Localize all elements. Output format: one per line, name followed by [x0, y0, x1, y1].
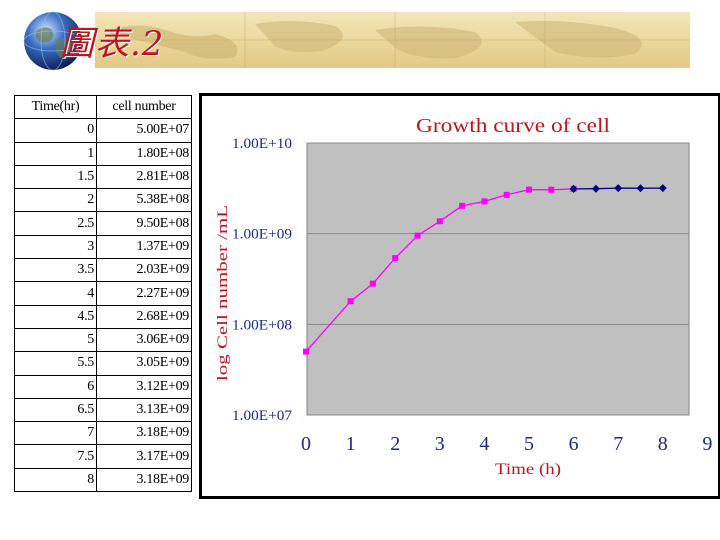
cell-count: 3.12E+09	[96, 374, 192, 399]
data-point	[658, 184, 667, 193]
table-row: 5.5 3.05E+09	[14, 351, 192, 376]
header-time: Time(hr)	[14, 94, 97, 120]
table-row: 0 5.00E+07	[14, 118, 192, 143]
data-point	[614, 184, 623, 193]
table-row: 2 5.38E+08	[14, 188, 192, 213]
series-line-0	[305, 188, 574, 353]
table-row: 6 3.12E+09	[14, 374, 192, 399]
x-tick-labels: 0 1 2 3 4 5 6 7 8 9	[301, 433, 712, 455]
y-tick-label: 1.00E+09	[232, 227, 292, 243]
data-point	[414, 232, 421, 239]
data-point	[392, 255, 399, 262]
data-point	[459, 202, 466, 209]
table-row: 1 1.80E+08	[14, 141, 192, 166]
x-axis-label: Time (h)	[495, 461, 561, 478]
cell-count: 3.18E+09	[96, 467, 192, 493]
header-cell-number: cell number	[96, 94, 192, 120]
globe-icon	[23, 11, 83, 71]
map-banner	[95, 12, 690, 68]
y-axis-label: log Cell number /mL	[215, 205, 231, 381]
slide-title: 圖表.2	[60, 24, 165, 64]
x-tick-label: 8	[658, 433, 668, 455]
cell-time: 1.5	[14, 164, 97, 190]
cell-time: 4	[14, 281, 97, 306]
x-tick-label: 9	[702, 433, 712, 455]
cell-time: 5.5	[14, 351, 97, 376]
chart-title: Growth curve of cell	[416, 115, 611, 137]
y-tick-label: 1.00E+10	[232, 136, 292, 152]
cell-count: 3.17E+09	[96, 444, 192, 469]
y-tick-labels: 1.00E+07 1.00E+08 1.00E+09 1.00E+10	[232, 136, 293, 424]
data-point	[369, 280, 376, 287]
cell-count: 2.27E+09	[96, 281, 192, 306]
data-point	[303, 348, 309, 355]
cell-count: 1.37E+09	[96, 234, 192, 260]
table-row: 6.5 3.13E+09	[14, 397, 192, 423]
table-header-row: Time(hr) cell number	[14, 94, 192, 120]
world-map-decoration	[95, 12, 690, 68]
cell-count: 2.68E+09	[96, 304, 192, 329]
chart-frame: 1.00E+07 1.00E+08 1.00E+09 1.00E+10 0 1 2 3 4 5 6…	[199, 93, 720, 499]
cell-count: 2.03E+09	[96, 258, 192, 283]
cell-time: 6.5	[14, 397, 97, 423]
cell-time: 1	[14, 141, 97, 166]
data-point	[636, 184, 645, 193]
table-row: 3.5 2.03E+09	[14, 258, 192, 283]
data-point	[526, 186, 532, 193]
cell-count: 3.13E+09	[96, 397, 192, 423]
cell-time: 0	[14, 118, 97, 143]
table-row: 5 3.06E+09	[14, 327, 192, 353]
table-row: 1.5 2.81E+08	[14, 164, 192, 190]
table-body: 0 5.00E+07 1 1.80E+08 1.5 2.81E+08 2 5.38E+08 2.…	[14, 118, 192, 493]
x-tick-label: 6	[569, 433, 579, 455]
cell-count: 5.00E+07	[96, 118, 192, 143]
table-row: 4 2.27E+09	[14, 281, 192, 306]
data-table: Time(hr) cell number 0 5.00E+07 1 1.80E+08 1…	[14, 94, 192, 493]
growth-curve-chart: 1.00E+07 1.00E+08 1.00E+09 1.00E+10 0 1 2 3 4 5 6…	[215, 115, 712, 478]
y-tick-label: 1.00E+07	[232, 408, 293, 424]
cell-count: 3.05E+09	[96, 351, 192, 376]
chart-panel: 1.00E+07 1.00E+08 1.00E+09 1.00E+10 0 1 2 3 4 5 6…	[202, 96, 718, 496]
data-point	[436, 218, 443, 225]
cell-time: 2	[14, 188, 97, 213]
x-tick-label: 3	[435, 433, 445, 455]
cell-time: 6	[14, 374, 97, 399]
x-tick-label: 7	[613, 433, 623, 455]
table-row: 3 1.37E+09	[14, 234, 192, 260]
cell-count: 2.81E+08	[96, 164, 192, 190]
cell-time: 7	[14, 421, 97, 446]
x-tick-label: 1	[346, 433, 356, 455]
table-row: 7 3.18E+09	[14, 421, 192, 446]
table-row: 7.5 3.17E+09	[14, 444, 192, 469]
cell-time: 2.5	[14, 211, 97, 236]
table-row: 2.5 9.50E+08	[14, 211, 192, 236]
plot-area	[306, 142, 690, 416]
table-row: 8 3.18E+09	[14, 467, 192, 493]
cell-time: 4.5	[14, 304, 97, 329]
series-layer	[303, 184, 667, 355]
cell-time: 8	[14, 467, 97, 493]
cell-count: 1.80E+08	[96, 141, 192, 166]
cell-count: 5.38E+08	[96, 188, 192, 213]
table-row: 4.5 2.68E+09	[14, 304, 192, 329]
cell-count: 9.50E+08	[96, 211, 192, 236]
data-point	[481, 198, 488, 205]
cell-time: 3.5	[14, 258, 97, 283]
cell-count: 3.18E+09	[96, 421, 192, 446]
cell-time: 7.5	[14, 444, 97, 469]
cell-time: 5	[14, 327, 97, 353]
data-point	[503, 191, 510, 198]
data-point	[569, 184, 578, 193]
cell-time: 3	[14, 234, 97, 260]
x-tick-label: 5	[524, 433, 534, 455]
data-point	[548, 186, 555, 193]
data-point	[591, 184, 600, 193]
data-point	[347, 298, 354, 305]
y-tick-label: 1.00E+08	[232, 317, 292, 333]
x-tick-label: 4	[479, 433, 489, 455]
x-tick-label: 0	[301, 433, 311, 455]
gridlines	[307, 142, 689, 416]
cell-count: 3.06E+09	[96, 327, 192, 353]
x-tick-label: 2	[390, 433, 400, 455]
